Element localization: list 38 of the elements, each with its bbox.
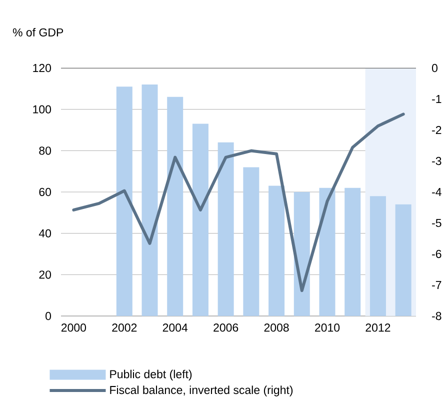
y2-tick-label: 0 xyxy=(432,64,438,72)
y2-tick-label: -4 xyxy=(432,188,442,196)
y2-tick-label: -7 xyxy=(432,281,442,289)
y2-tick-label: -8 xyxy=(432,312,442,320)
y-tick-label: 40 xyxy=(38,229,52,238)
legend-label: Public debt (left) xyxy=(110,370,192,381)
bar xyxy=(344,188,361,316)
x-tick-label: 2002 xyxy=(112,324,137,332)
y2-tick-label: -2 xyxy=(432,126,442,134)
x-tick-label: 2010 xyxy=(315,324,340,332)
bar xyxy=(370,196,386,316)
bar xyxy=(395,204,412,316)
y-tick-label: 0 xyxy=(46,312,52,320)
bar xyxy=(167,96,184,316)
legend-label: Fiscal balance, inverted scale (right) xyxy=(110,386,293,396)
bar xyxy=(192,124,208,316)
y2-tick-label: -1 xyxy=(432,95,442,103)
bar xyxy=(116,86,132,316)
bar xyxy=(268,186,285,316)
bar xyxy=(142,84,158,316)
x-tick-label: 2000 xyxy=(61,324,86,332)
y-axis-title: % of GDP xyxy=(12,28,64,36)
y-tick-label: 80 xyxy=(39,146,52,155)
y-tick-label: 60 xyxy=(39,188,52,196)
y-tick-label: 20 xyxy=(39,270,52,279)
bar xyxy=(243,167,260,316)
y2-tick-label: -3 xyxy=(432,156,442,166)
y-tick-label: 100 xyxy=(33,105,52,114)
bar xyxy=(218,142,234,316)
line-series xyxy=(72,112,405,292)
y2-tick-label: -6 xyxy=(432,250,442,258)
x-tick-label: 2004 xyxy=(162,324,188,332)
y2-tick-label: -5 xyxy=(432,218,442,228)
x-tick-label: 2012 xyxy=(366,324,390,332)
x-tick-label: 2006 xyxy=(214,324,238,332)
x-tick-label: 2008 xyxy=(264,324,289,332)
bar xyxy=(319,188,336,316)
y-tick-label: 120 xyxy=(33,64,52,72)
